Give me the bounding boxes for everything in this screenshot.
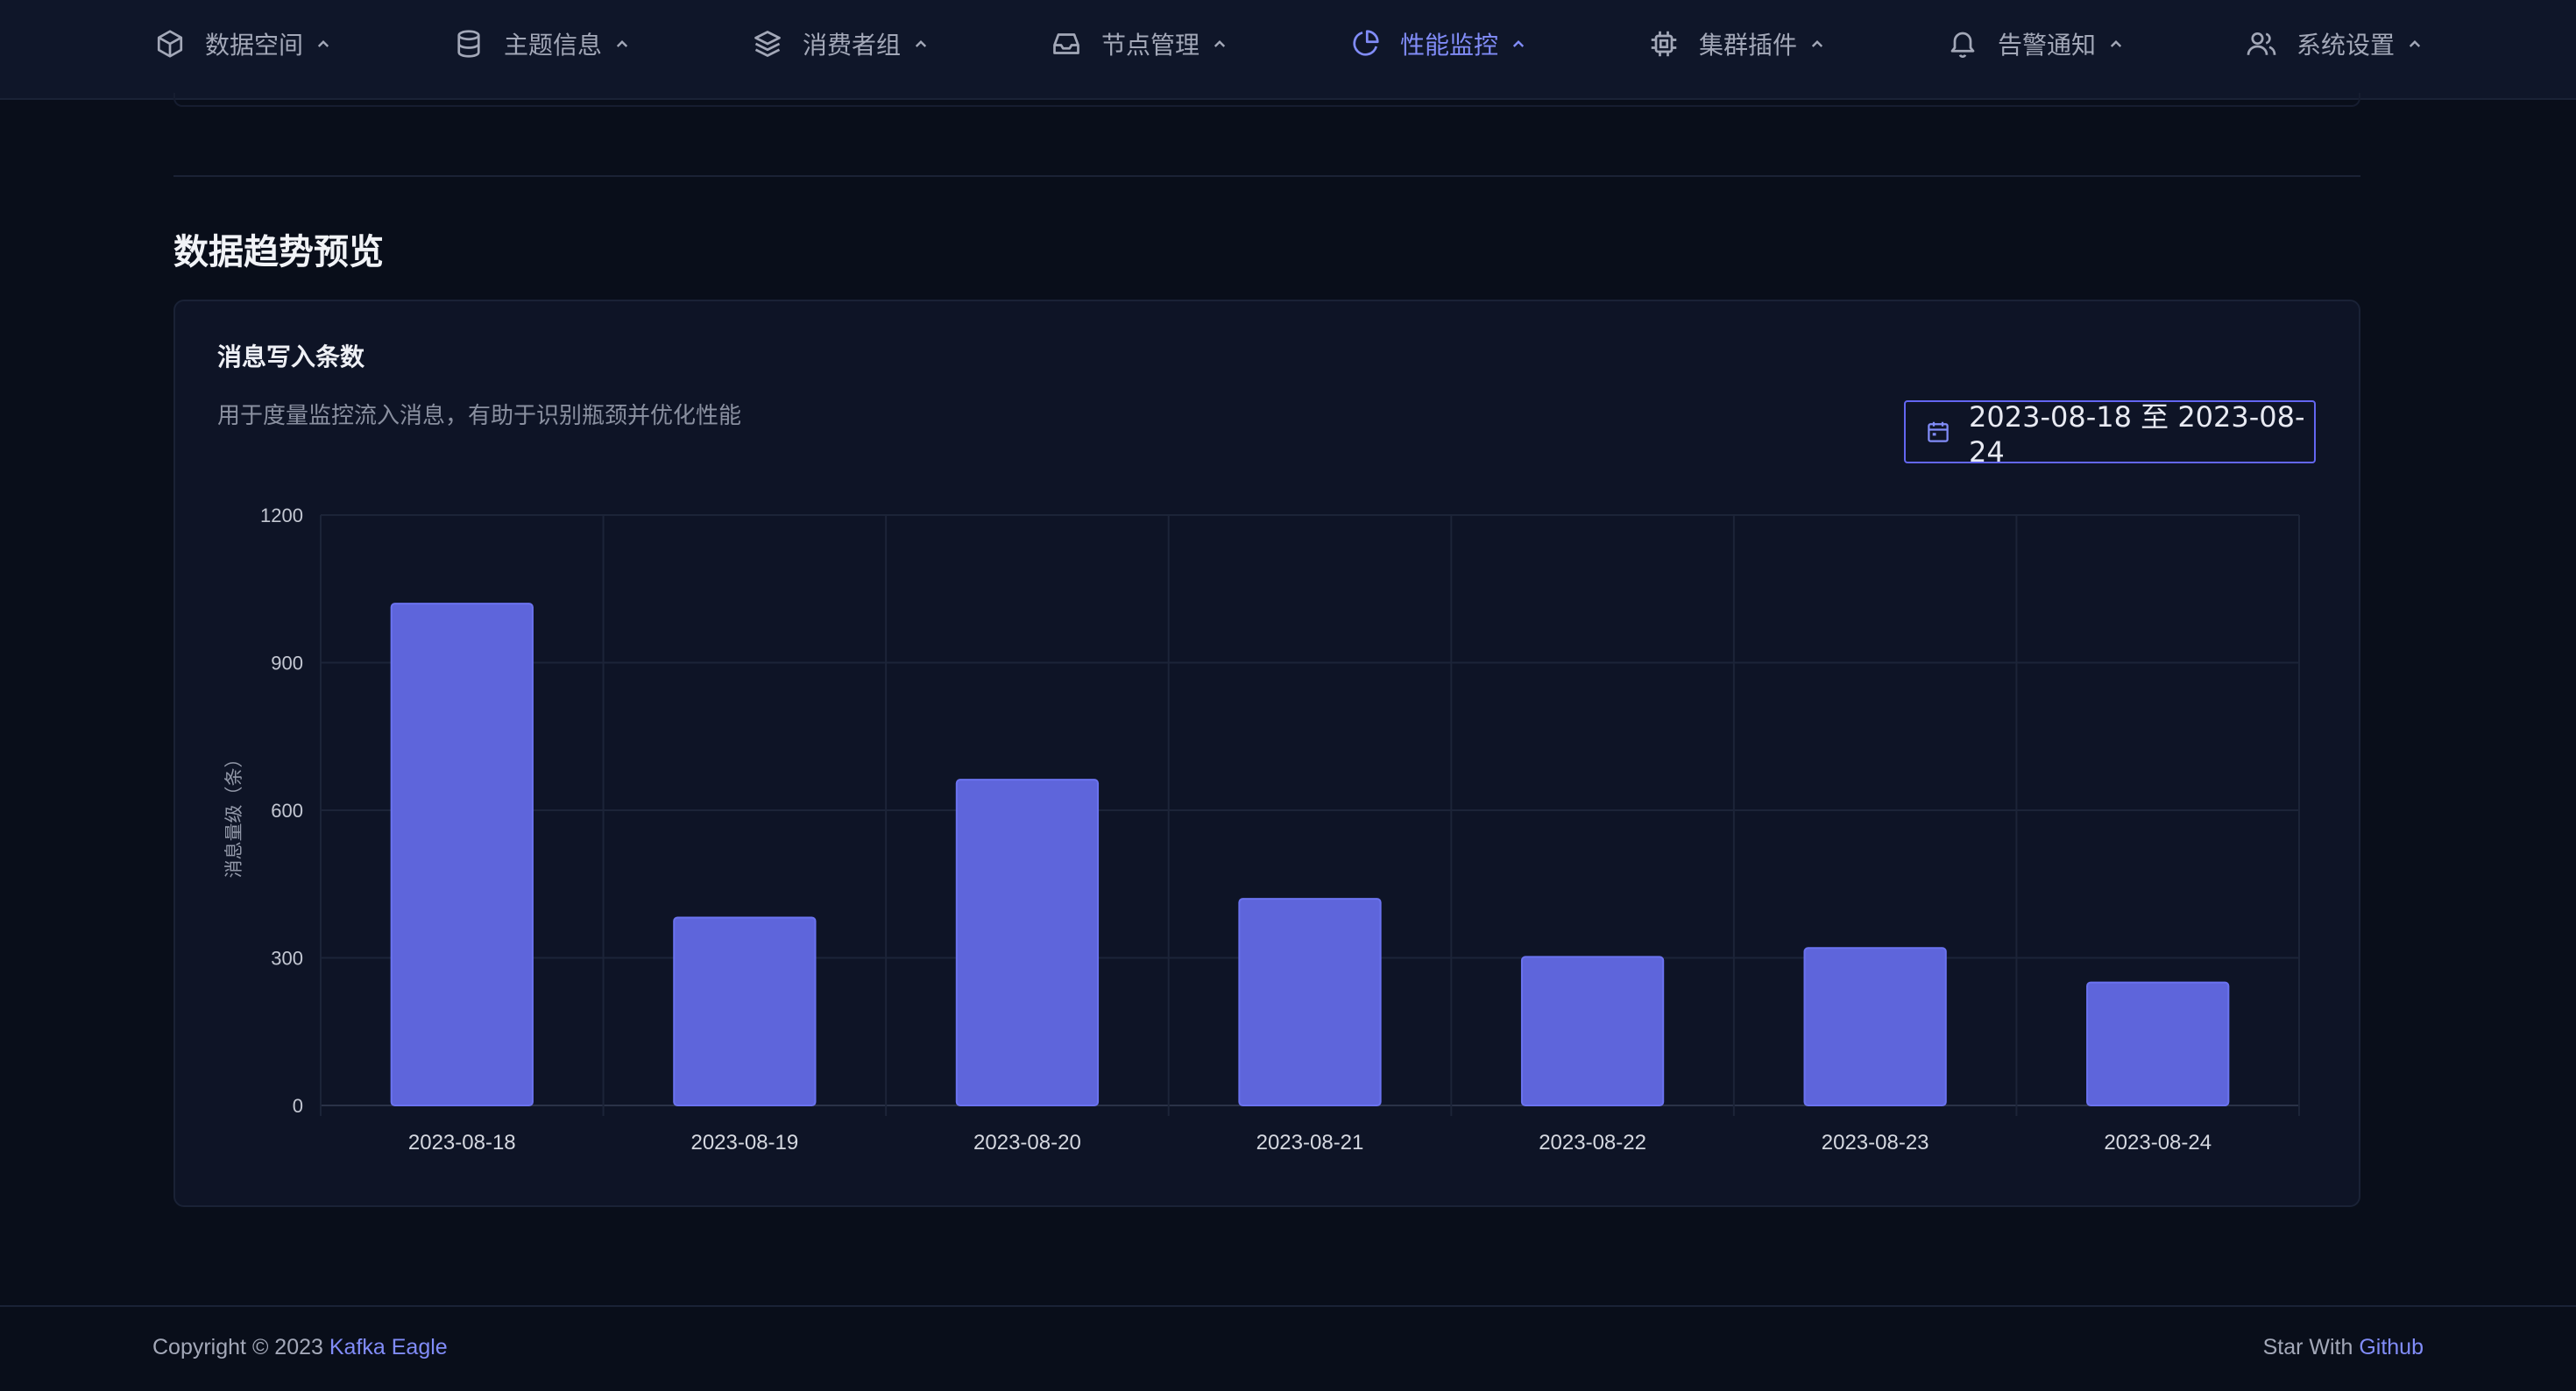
x-tick-label: 2023-08-19 [690, 1131, 798, 1154]
top-navigation: 数据空间 主题信息 消费者组 节点管理 性能监控 集群插件 [0, 0, 2576, 100]
date-range-value: 2023-08-18 至 2023-08-24 [1969, 400, 2305, 469]
nav-label: 性能监控 [1400, 31, 1499, 60]
date-range-picker[interactable]: 2023-08-18 至 2023-08-24 [1904, 400, 2316, 469]
nav-label: 消费者组 [803, 31, 902, 60]
chevron-up-icon [2108, 36, 2124, 52]
nav-label: 主题信息 [504, 31, 603, 60]
x-tick-label: 2023-08-22 [1539, 1131, 1646, 1154]
nav-label: 告警通知 [1998, 31, 2097, 60]
x-tick-label: 2023-08-24 [2104, 1131, 2212, 1154]
footer [0, 1305, 2576, 1391]
x-tick-label: 2023-08-23 [1822, 1131, 1929, 1154]
chevron-up-icon [1511, 36, 1526, 52]
y-tick-label: 600 [271, 800, 303, 822]
users-icon [2244, 26, 2279, 61]
star-github-text: Star With Github [2263, 1335, 2424, 1360]
nav-item-performance-monitor[interactable]: 性能监控 [1348, 0, 1526, 88]
y-tick-label: 0 [293, 1095, 303, 1117]
x-tick-label: 2023-08-21 [1256, 1131, 1364, 1154]
nav-label: 数据空间 [205, 31, 304, 60]
github-link[interactable]: Github [2359, 1335, 2424, 1359]
nav-item-data-space[interactable]: 数据空间 [152, 0, 331, 88]
chart-labels: 0 300 600 900 1200 2023-08-18 2023-08-19 2023-0… [223, 505, 2212, 1154]
card-description: 用于度量监控流入消息，有助于识别瓶颈并优化性能 [217, 403, 742, 429]
x-tick-label: 2023-08-18 [408, 1131, 516, 1154]
nav-item-consumer-groups[interactable]: 消费者组 [750, 0, 929, 88]
y-tick-label: 1200 [260, 505, 303, 526]
previous-card-edge [173, 93, 2360, 107]
nav-label: 集群插件 [1699, 31, 1798, 60]
chevron-up-icon [2407, 36, 2423, 52]
chart-bar [1520, 956, 1665, 1107]
layers-icon [750, 26, 785, 61]
bell-icon [1945, 26, 1980, 61]
chart-bar [390, 603, 534, 1106]
chart-bar [1803, 947, 1947, 1107]
chart-bar [2086, 981, 2230, 1107]
nav-item-alert-notifications[interactable]: 告警通知 [1945, 0, 2124, 88]
copyright-text: Copyright © 2023 Kafka Eagle [152, 1335, 448, 1360]
nav-item-node-management[interactable]: 节点管理 [1049, 0, 1228, 88]
section-divider [173, 175, 2360, 177]
cpu-icon [1646, 26, 1681, 61]
card-title: 消息写入条数 [217, 342, 365, 371]
chart-bar [1238, 898, 1382, 1106]
chart-bar [955, 779, 1100, 1107]
y-axis-title: 消息量级（条） [223, 750, 244, 879]
section-title: 数据趋势预览 [173, 232, 384, 272]
calendar-icon [1925, 419, 1951, 445]
star-prefix: Star With [2262, 1335, 2360, 1359]
nav-label: 系统设置 [2296, 31, 2396, 60]
pie-chart-icon [1348, 26, 1383, 61]
y-tick-label: 300 [271, 948, 303, 970]
chevron-up-icon [913, 36, 929, 52]
kafka-eagle-link[interactable]: Kafka Eagle [329, 1335, 448, 1359]
x-tick-label: 2023-08-20 [973, 1131, 1081, 1154]
chevron-up-icon [1212, 36, 1228, 52]
chevron-up-icon [1809, 36, 1825, 52]
chevron-up-icon [315, 36, 331, 52]
cube-icon [152, 26, 188, 61]
inbox-icon [1049, 26, 1084, 61]
nav-item-cluster-plugins[interactable]: 集群插件 [1646, 0, 1825, 88]
nav-item-topic-info[interactable]: 主题信息 [451, 0, 630, 88]
chart-bars [390, 603, 2230, 1107]
copyright-prefix: Copyright © 2023 [152, 1335, 329, 1359]
chart-bar [673, 916, 817, 1107]
nav-item-system-settings[interactable]: 系统设置 [2244, 0, 2423, 88]
chevron-up-icon [614, 36, 630, 52]
y-tick-label: 900 [271, 653, 303, 674]
nav-label: 节点管理 [1101, 31, 1200, 60]
database-icon [451, 26, 486, 61]
